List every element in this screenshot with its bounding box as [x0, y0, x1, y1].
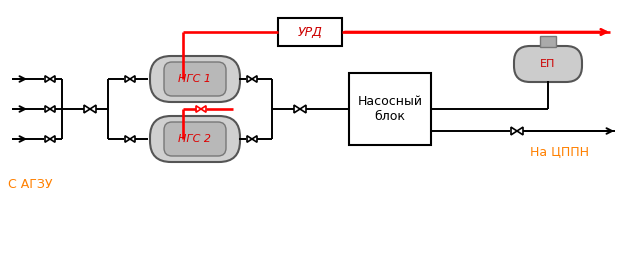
FancyBboxPatch shape [514, 46, 582, 82]
FancyBboxPatch shape [150, 56, 240, 102]
Bar [349, 73, 431, 145]
Text: НГС 1: НГС 1 [179, 74, 212, 84]
FancyBboxPatch shape [164, 62, 226, 96]
Text: УРД: УРД [297, 25, 323, 39]
Text: НГС 2: НГС 2 [179, 134, 212, 144]
FancyBboxPatch shape [164, 122, 226, 156]
Bar [278, 18, 342, 46]
FancyBboxPatch shape [150, 116, 240, 162]
Bar [540, 36, 556, 47]
Text: ЕП: ЕП [540, 59, 555, 69]
Text: Насосный
блок: Насосный блок [358, 95, 422, 123]
Text: На ЦППН: На ЦППН [531, 145, 590, 158]
Text: С АГЗУ: С АГЗУ [8, 179, 53, 191]
